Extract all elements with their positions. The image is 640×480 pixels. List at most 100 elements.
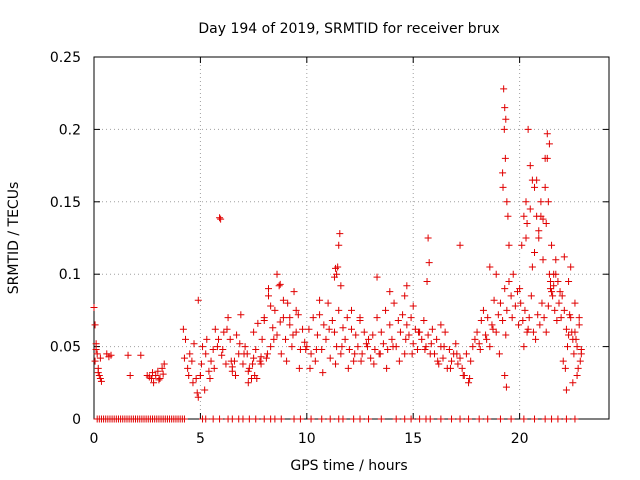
data-point [553, 317, 561, 325]
data-point [422, 343, 430, 351]
data-point [552, 270, 560, 278]
data-point [401, 292, 409, 300]
data-point [469, 343, 477, 351]
data-point [403, 282, 411, 290]
data-point [377, 415, 385, 423]
data-point [358, 350, 366, 358]
data-point [528, 263, 536, 271]
data-point [96, 374, 104, 382]
data-point [332, 264, 340, 272]
data-point [546, 277, 554, 285]
data-point [383, 364, 391, 372]
data-point [341, 335, 349, 343]
data-point [520, 212, 528, 220]
data-point [466, 374, 474, 382]
data-point [577, 345, 585, 353]
data-point [93, 350, 101, 358]
data-point [471, 335, 479, 343]
y-tick-label: 0.25 [50, 50, 81, 66]
data-point [401, 350, 409, 358]
data-point [573, 372, 581, 380]
data-point [269, 324, 277, 332]
data-point [535, 227, 543, 235]
data-point [351, 350, 359, 358]
data-point [484, 415, 492, 423]
data-point [408, 350, 416, 358]
data-point [386, 321, 394, 329]
data-point [409, 340, 417, 348]
data-point [519, 317, 527, 325]
data-point [488, 321, 496, 329]
data-point [503, 198, 511, 206]
data-point [479, 306, 487, 314]
data-point [499, 183, 507, 191]
data-point [270, 335, 278, 343]
y-tick-label: 0.15 [50, 195, 81, 211]
data-point [189, 379, 197, 387]
data-point [504, 212, 512, 220]
data-point [307, 350, 315, 358]
data-point [566, 311, 574, 319]
data-point [206, 374, 214, 382]
data-point [228, 363, 236, 371]
data-point [549, 292, 557, 300]
data-points [90, 85, 585, 423]
data-point [501, 154, 509, 162]
data-point [557, 314, 565, 322]
data-point [538, 299, 546, 307]
data-point [446, 364, 454, 372]
data-point [467, 357, 475, 365]
data-point [275, 282, 283, 290]
data-point [511, 302, 519, 310]
data-point [389, 343, 397, 351]
data-point [520, 415, 528, 423]
data-point [529, 328, 537, 336]
data-point [95, 372, 103, 380]
data-point [453, 350, 461, 358]
data-point [292, 306, 300, 314]
data-point [501, 372, 509, 380]
data-point [445, 345, 453, 353]
data-point [267, 343, 275, 351]
data-point [515, 321, 523, 329]
data-point [555, 299, 563, 307]
data-point [517, 299, 525, 307]
data-point [418, 335, 426, 343]
data-point [362, 340, 370, 348]
data-point [335, 306, 343, 314]
data-point [570, 350, 578, 358]
data-point [425, 259, 433, 267]
data-point [376, 350, 384, 358]
data-point [307, 415, 315, 423]
data-point [216, 415, 224, 423]
data-point [520, 343, 528, 351]
data-point [290, 288, 298, 296]
data-point [548, 288, 556, 296]
data-point [244, 367, 252, 375]
data-point [522, 234, 530, 242]
data-point [524, 125, 532, 133]
data-point [239, 415, 247, 423]
data-point [521, 306, 529, 314]
grid-lines [94, 57, 609, 419]
data-point [448, 415, 456, 423]
data-point [324, 299, 332, 307]
data-point [263, 350, 271, 358]
data-point [343, 314, 351, 322]
data-point [250, 328, 258, 336]
data-point [180, 415, 188, 423]
data-point [424, 234, 432, 242]
data-point [502, 331, 510, 339]
data-point [273, 331, 281, 339]
data-point [465, 415, 473, 423]
data-point [306, 364, 314, 372]
data-point [550, 282, 558, 290]
data-point [527, 292, 535, 300]
data-point [531, 248, 539, 256]
data-point [124, 351, 132, 359]
data-point [522, 198, 530, 206]
data-point [228, 415, 236, 423]
data-point [535, 234, 543, 242]
data-point [209, 415, 217, 423]
data-point [396, 328, 404, 336]
